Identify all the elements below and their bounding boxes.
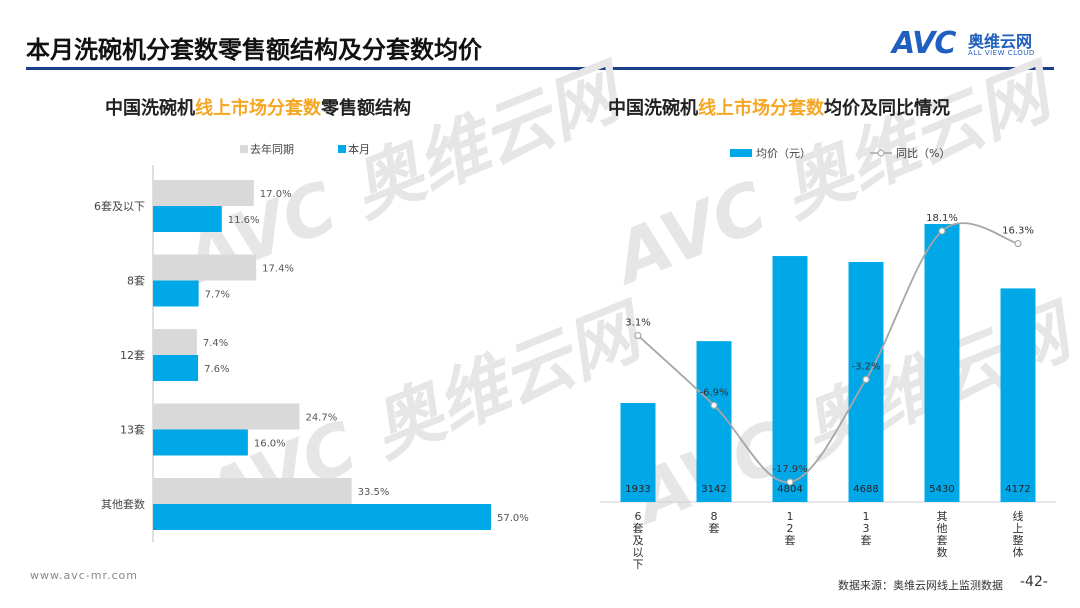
bar-last-year [153,180,254,206]
category-label: 13套 [120,424,145,437]
footer-url: www.avc-mr.com [30,569,138,582]
line-data-label: 16.3% [1002,226,1034,237]
category-label: 8套 [127,275,145,288]
right-title-part-3: 均价及同比情况 [824,98,950,119]
legend-swatch-this-month [338,145,346,153]
bar-avg-price [1000,288,1036,502]
left-title-part-3: 零售额结构 [321,98,411,119]
right-title-part-2: 线上市场分套数 [698,98,824,119]
page-title: 本月洗碗机分套数零售额结构及分套数均价 [26,36,482,64]
left-title-part-1: 中国洗碗机 [105,98,195,119]
legend-label-this-month: 本月 [348,142,370,156]
avc-logo: AVC 奥维云网 ALL VIEW CLOUD [892,26,1052,62]
bar-last-year [153,254,257,281]
left-bar-chart: 去年同期 本月 17.0% 11.6% 6套及以下 17.4% 7.7% 8套 7.4% 7.6%… [94,142,529,542]
legend-marker-yoy [877,149,885,157]
footer-source: 数据来源：奥维云网线上监测数据 [838,579,1003,592]
data-label-last-year: 17.0% [260,189,292,200]
data-label-this-month: 11.6% [228,215,260,226]
left-chart-title: 中国洗碗机线上市场分套数零售额结构 [105,94,411,120]
left-title-part-2: 线上市场分套数 [195,98,321,119]
legend-swatch-avg-price [730,149,752,157]
legend-label-avg-price: 均价（元） [756,147,811,160]
legend-swatch-last-year [240,145,248,153]
bar-avg-price [772,256,808,502]
line-data-label: -17.9% [772,464,807,475]
line-data-label: -3.2% [851,362,880,373]
logo-cn-text: 奥维云网 [968,32,1033,51]
bar-last-year [153,329,197,355]
title-divider [26,67,1054,70]
right-title-part-1: 中国洗碗机 [608,98,698,119]
data-label-last-year: 17.4% [262,264,294,275]
legend-label-yoy: 同比（%） [896,147,950,160]
data-label-last-year: 33.5% [358,487,390,498]
category-label: 6套及以下 [94,200,145,213]
bar-avg-price [924,224,960,502]
line-yoy [637,222,1019,483]
legend-label-last-year: 去年同期 [250,142,294,156]
bar-last-year [153,478,352,504]
bar-value-label: 4172 [1005,484,1030,495]
logo-en-text: ALL VIEW CLOUD [968,49,1035,57]
bar-this-month [153,355,199,381]
line-marker-yoy [786,478,794,486]
data-label-this-month: 7.7% [205,290,230,301]
line-marker-yoy [938,227,946,235]
bar-this-month [153,429,248,456]
line-marker-yoy [1014,239,1022,248]
bar-avg-price [696,341,732,502]
bar-value-label: 1933 [625,484,650,495]
bar-this-month [153,280,199,307]
bar-this-month [153,504,491,530]
line-marker-yoy [634,331,642,340]
bar-avg-price [620,403,656,502]
line-data-label: -6.9% [699,387,728,398]
category-label: 线上整体 [1013,509,1024,559]
line-data-label: 3.1% [625,318,650,329]
category-label: 其他套数 [101,498,145,511]
data-label-last-year: 24.7% [305,413,337,424]
page-number: -42- [1020,574,1048,590]
line-marker-yoy [710,401,718,409]
data-label-this-month: 7.6% [204,364,229,375]
bar-value-label: 5430 [929,484,954,495]
data-label-last-year: 7.4% [203,338,228,349]
bar-value-label: 4804 [777,484,802,495]
right-chart-title: 中国洗碗机线上市场分套数均价及同比情况 [608,94,950,120]
bar-value-label: 4688 [853,484,878,495]
category-label: 12套 [120,349,145,362]
bar-value-label: 3142 [701,484,726,495]
data-label-this-month: 16.0% [254,439,286,450]
line-data-label: 18.1% [926,213,958,224]
category-label: 其他套数 [937,510,948,559]
bar-this-month [153,206,222,232]
logo-mark: AVC [892,26,956,61]
line-marker-yoy [862,375,870,384]
data-label-this-month: 57.0% [497,513,529,524]
right-combo-chart: 均价（元） 同比（%） 1933 6 套及以下 3142 8 套 4804 1 2 套 4688 1 3 套 5… [600,147,1056,571]
bar-last-year [153,403,300,430]
